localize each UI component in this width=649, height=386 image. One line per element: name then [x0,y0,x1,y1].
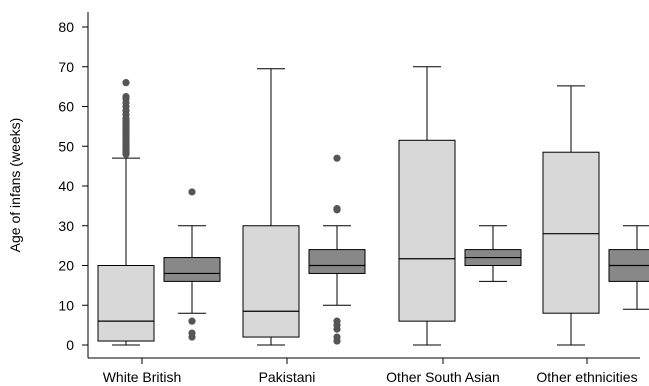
box-group [97,79,155,346]
box [163,257,221,282]
x-tick-label: Other South Asian [386,369,500,385]
box [542,151,600,314]
box-group [163,188,221,341]
outlier-point [122,92,130,101]
y-tick-label: 20 [58,258,74,274]
y-tick-label: 80 [58,19,74,35]
box [398,139,456,322]
x-tick-label: Other ethnicities [536,369,637,385]
box-group [308,154,366,345]
box-group [398,66,456,346]
x-tick-label: Pakistani [259,369,316,385]
outlier-point [333,333,341,341]
box-group [464,225,522,282]
y-tick-label: 30 [58,218,74,234]
box-group [542,85,600,346]
y-tick-label: 10 [58,297,74,313]
y-tick-label: 60 [58,99,74,115]
axes: 0 10 20 30 40 50 60 70 80 White British Pakistani O… [58,12,640,385]
y-tick-label: 40 [58,178,74,194]
box-group [608,225,649,310]
y-tick-label: 0 [66,337,74,353]
outlier-point [333,317,341,325]
box [308,249,366,274]
y-tick-label: 50 [58,138,74,154]
outlier-point [188,317,196,325]
outlier-point [333,154,341,162]
outlier-point [122,79,130,87]
plot-area [97,66,649,346]
box [97,265,155,342]
box [242,225,300,338]
y-tick-label: 70 [58,59,74,75]
box-group [242,68,300,346]
y-axis-title: Age of infans (weeks) [7,118,23,253]
outlier-point [188,188,196,196]
x-tick-label: White British [103,369,182,385]
outlier-point [333,205,341,213]
outlier-point [188,329,196,337]
